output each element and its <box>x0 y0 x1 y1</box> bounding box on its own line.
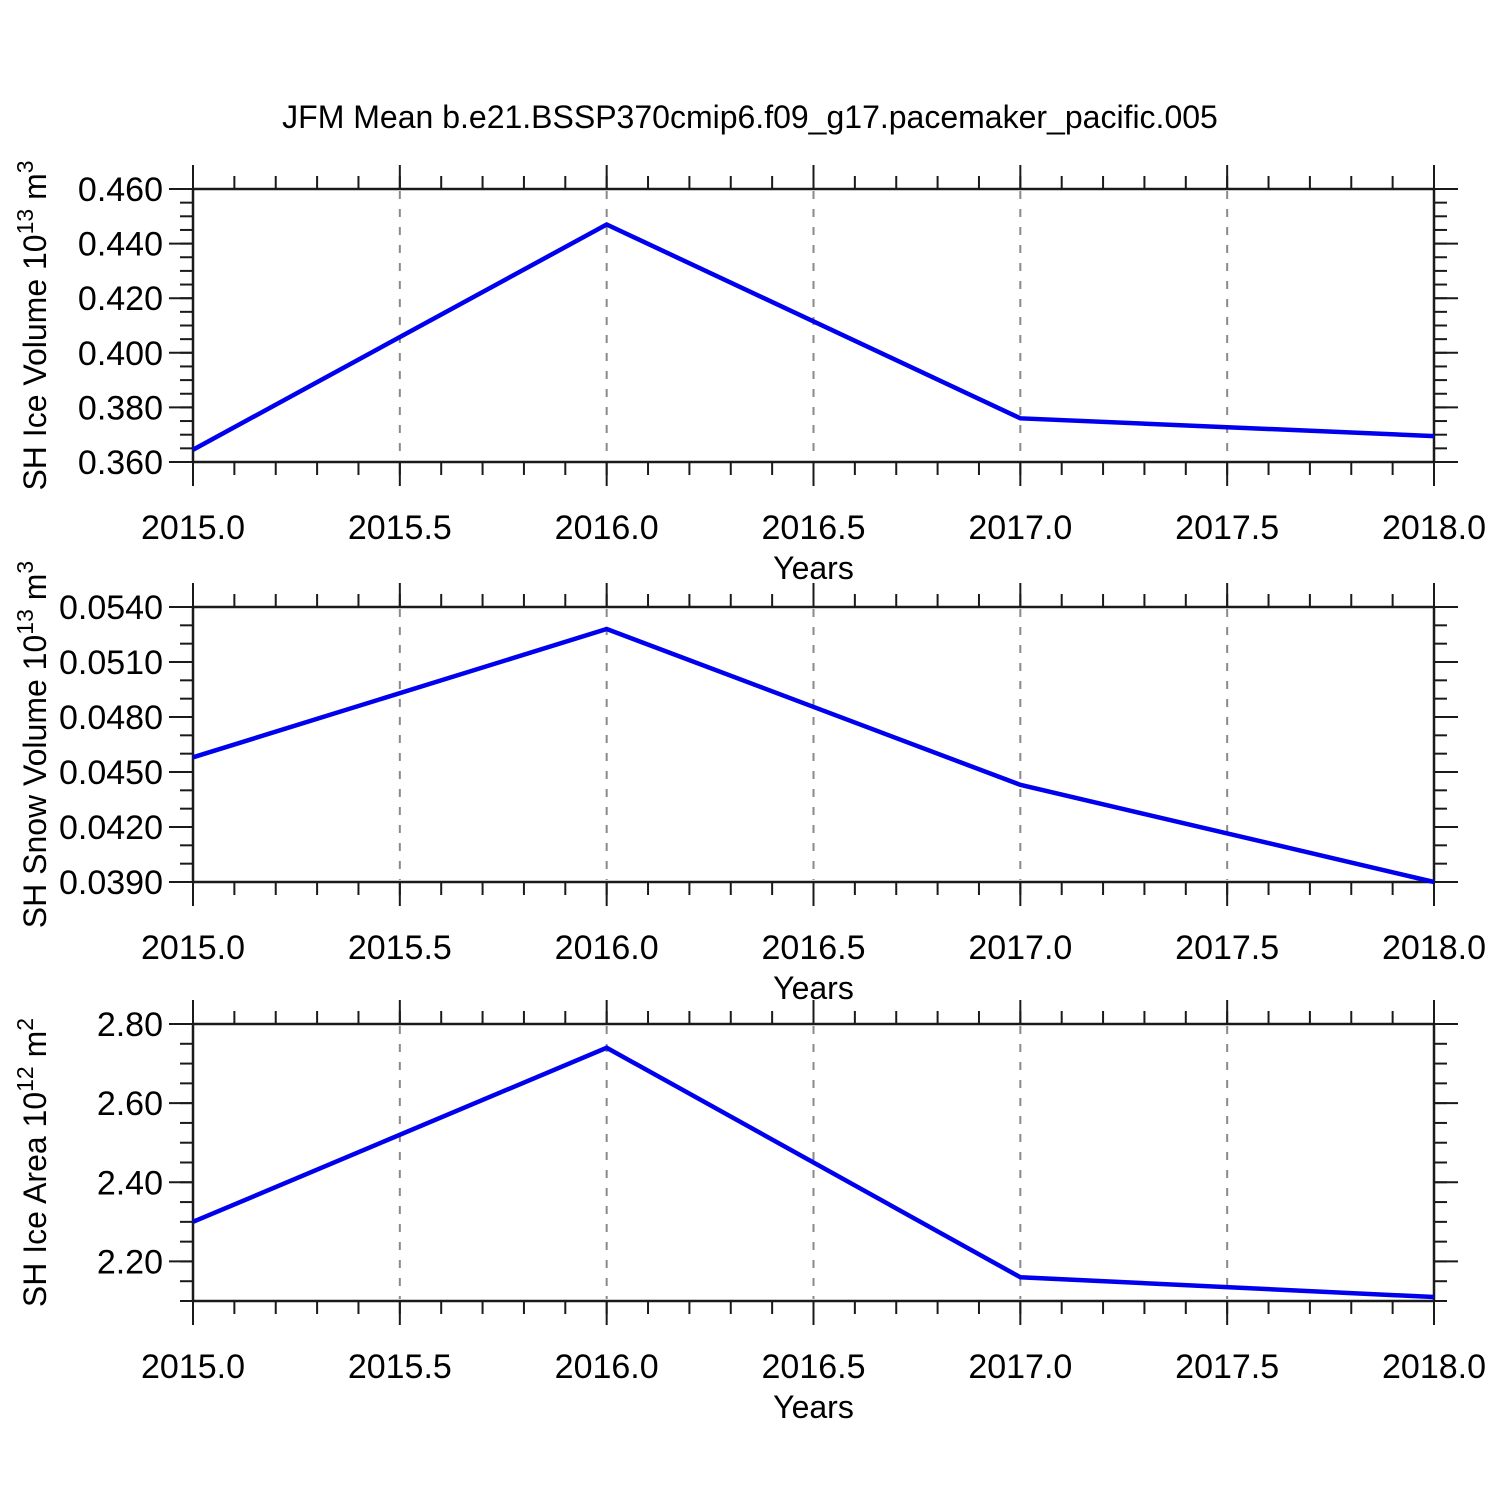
chart-panel-2: 2015.0 2015.5 2016.0 2016.5 2017.0 2017.5 2018… <box>12 561 1486 1006</box>
y-tick-label: 0.0540 <box>59 589 163 627</box>
x-tick-label: 2017.5 <box>1175 929 1279 967</box>
y-tick-label: 0.0420 <box>59 809 163 847</box>
x-tick-label: 2017.5 <box>1175 1348 1279 1386</box>
x-tick-label: 2016.5 <box>762 929 866 967</box>
x-tick-label: 2016.5 <box>762 1348 866 1386</box>
x-tick-label: 2016.0 <box>555 1348 659 1386</box>
y-tick-label: 0.0390 <box>59 864 163 902</box>
y-tick-label: 0.400 <box>78 335 163 373</box>
x-axis-title: Years <box>773 1389 854 1425</box>
chart-panel-1: 2015.0 2015.5 2016.0 2016.5 2017.0 2017.5 2018… <box>12 160 1486 586</box>
series-line <box>192 626 1435 885</box>
x-tick-label: 2016.5 <box>762 509 866 547</box>
x-tick-label: 2017.5 <box>1175 509 1279 547</box>
y-tick-label: 0.0480 <box>59 699 163 737</box>
chart-title: JFM Mean b.e21.BSSP370cmip6.f09_g17.pace… <box>282 99 1218 135</box>
y-axis-title: SH Ice Area 1012 m2 <box>12 1018 53 1307</box>
x-tick-label: 2017.0 <box>968 1348 1072 1386</box>
y-tick-label: 2.80 <box>97 1006 163 1044</box>
y-tick-label: 2.60 <box>97 1085 163 1123</box>
y-axis-title: SH Ice Volume 1013 m3 <box>12 160 53 490</box>
x-tick-label: 2015.0 <box>141 509 245 547</box>
y-tick-label: 0.380 <box>78 389 163 427</box>
x-tick-label: 2017.0 <box>968 509 1072 547</box>
y-tick-label: 2.20 <box>97 1243 163 1281</box>
x-tick-label: 2015.0 <box>141 929 245 967</box>
y-tick-label: 0.420 <box>78 280 163 318</box>
x-axis-title: Years <box>773 550 854 586</box>
x-tick-label: 2015.0 <box>141 1348 245 1386</box>
chart-panel-3: 2015.0 2015.5 2016.0 2016.5 2017.0 2017.5 2018… <box>12 1000 1486 1425</box>
y-tick-label: 0.0450 <box>59 754 163 792</box>
x-tick-label: 2018.0 <box>1382 1348 1486 1386</box>
x-tick-label: 2017.0 <box>968 929 1072 967</box>
x-tick-label: 2015.5 <box>348 1348 452 1386</box>
y-axis-title: SH Snow Volume 1013 m3 <box>12 561 53 928</box>
x-tick-label: 2015.5 <box>348 509 452 547</box>
x-tick-label: 2018.0 <box>1382 929 1486 967</box>
y-tick-label: 0.0510 <box>59 644 163 682</box>
y-tick-label: 0.460 <box>78 171 163 209</box>
y-tick-label: 0.440 <box>78 226 163 264</box>
series-line <box>192 1045 1435 1300</box>
x-tick-label: 2016.0 <box>555 929 659 967</box>
y-tick-label: 2.40 <box>97 1164 163 1202</box>
y-tick-label: 0.360 <box>78 444 163 482</box>
series-line <box>191 221 1435 452</box>
x-tick-label: 2015.5 <box>348 929 452 967</box>
x-tick-label: 2016.0 <box>555 509 659 547</box>
x-tick-label: 2018.0 <box>1382 509 1486 547</box>
